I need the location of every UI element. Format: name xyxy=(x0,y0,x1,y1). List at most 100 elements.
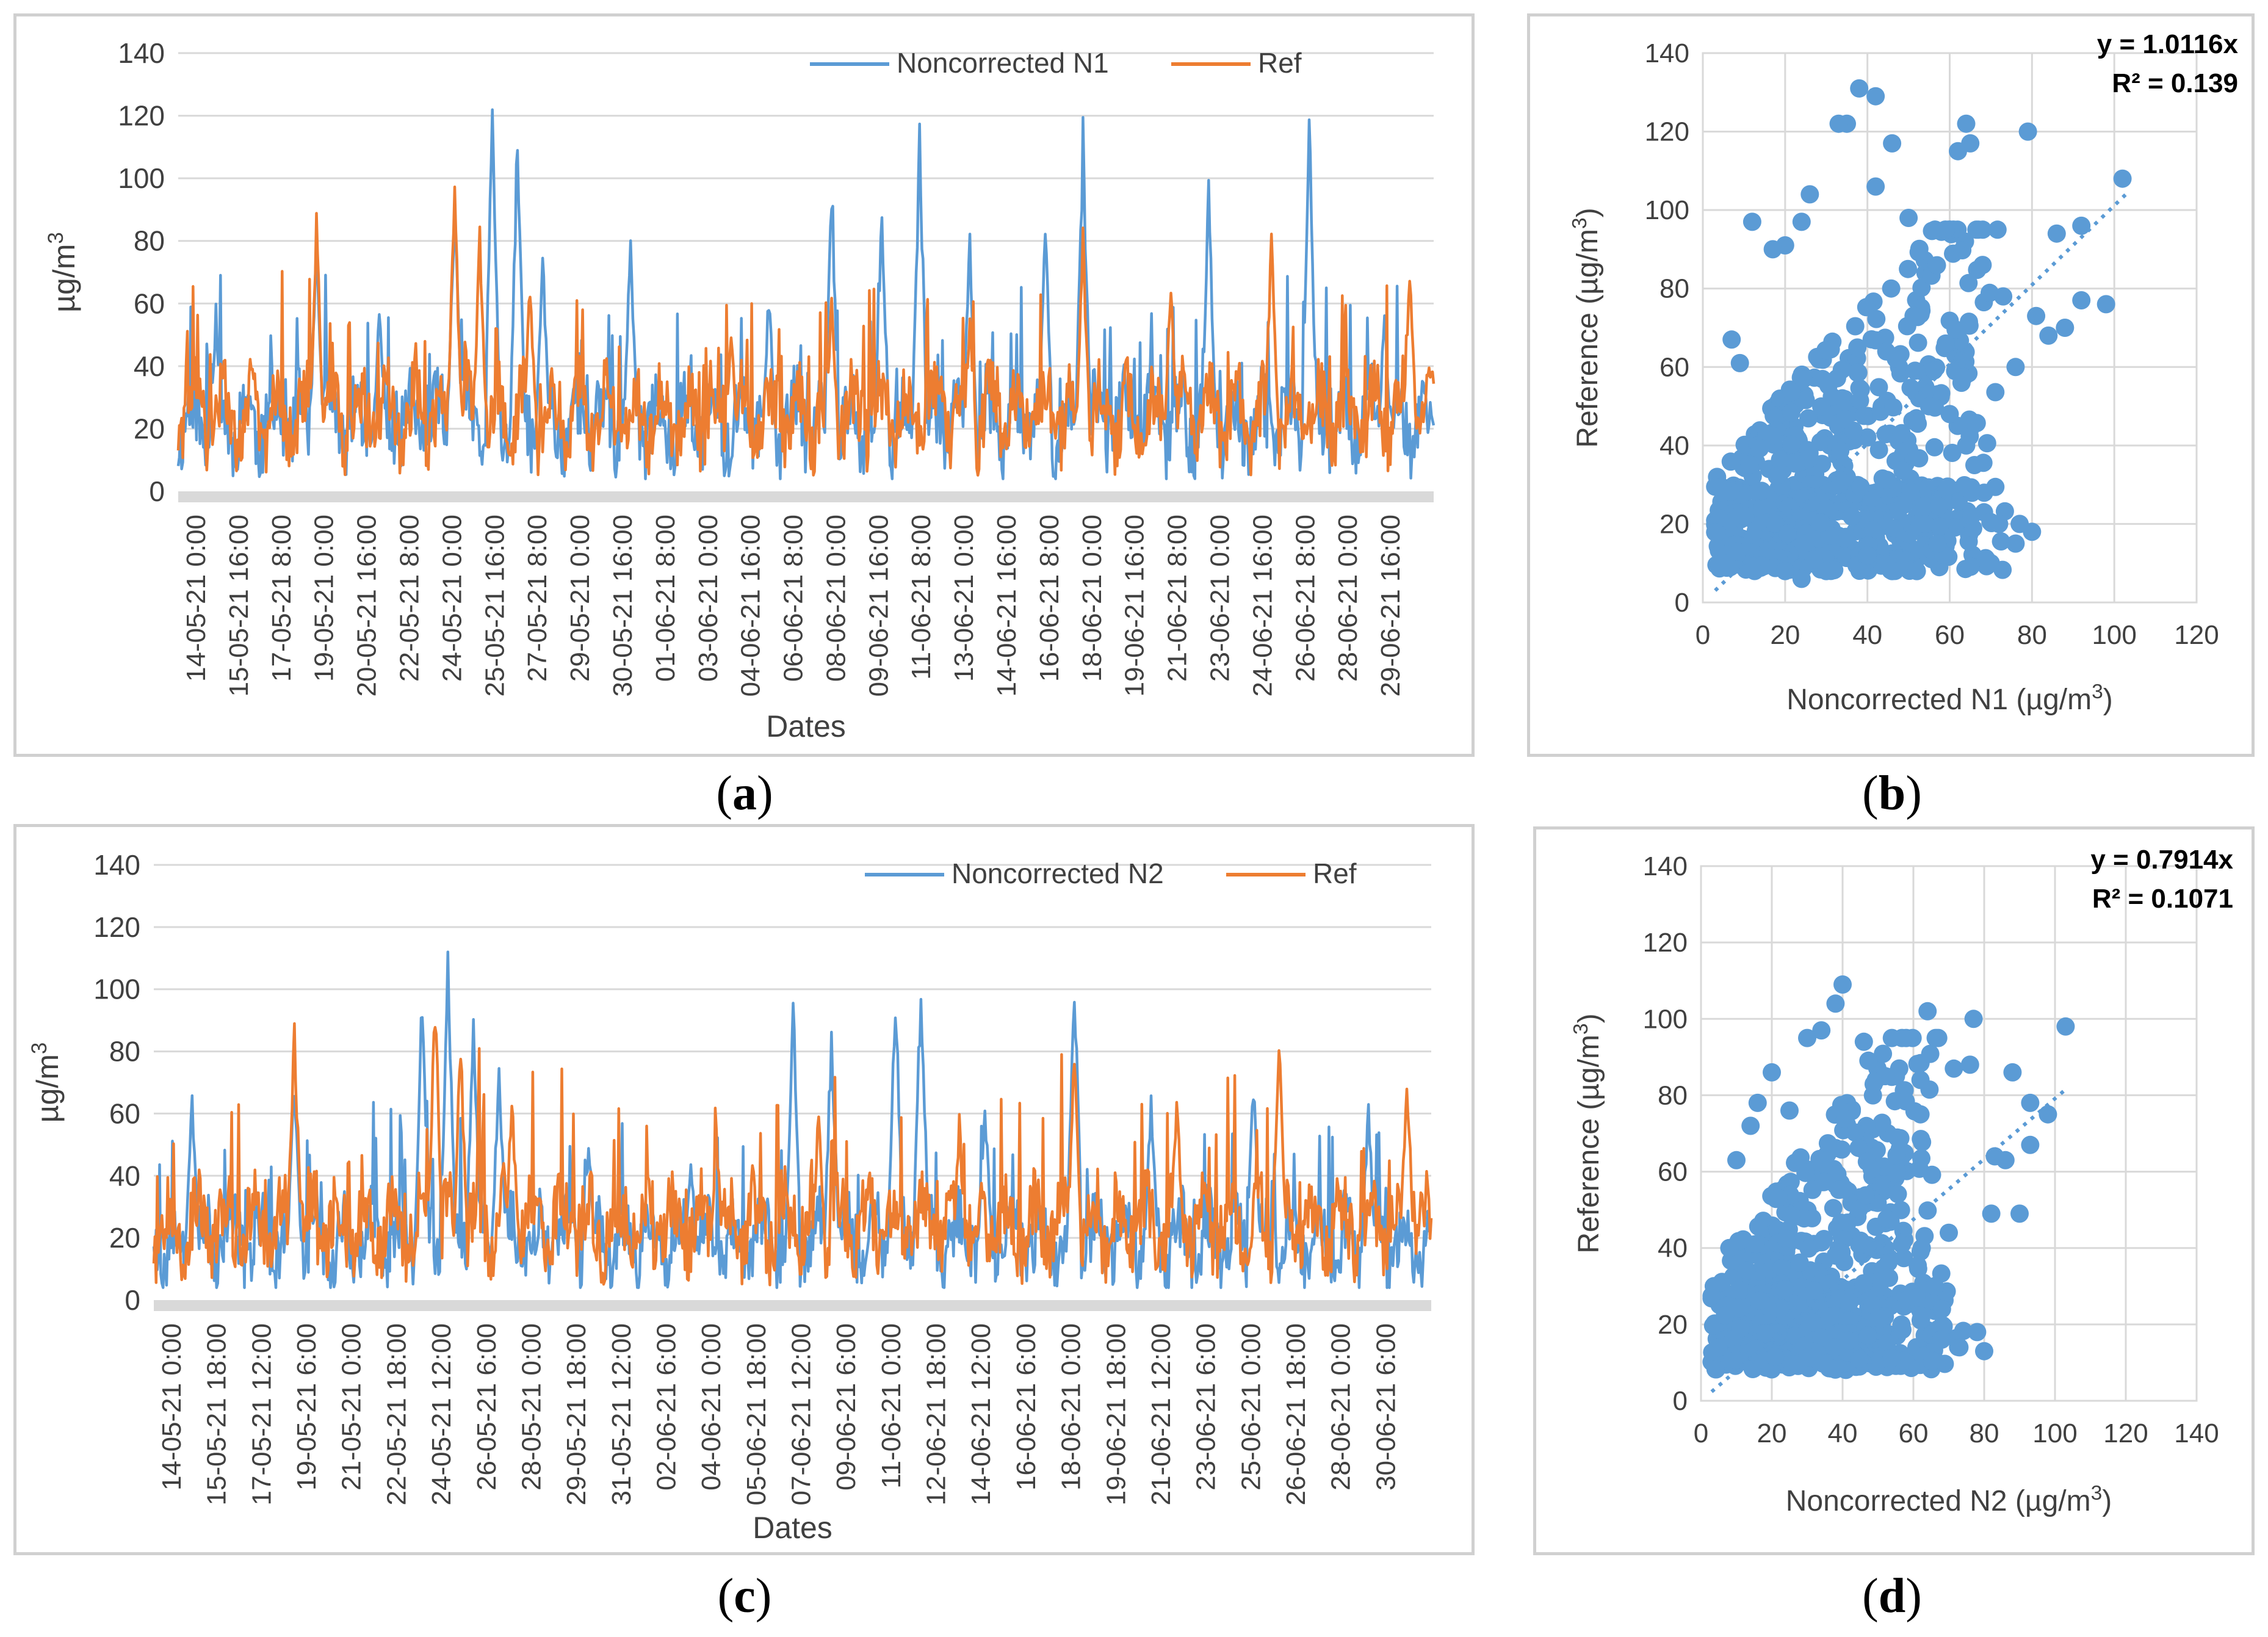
scatter-point xyxy=(1894,1249,1913,1268)
series-line-2 xyxy=(152,1022,1433,1287)
scatter-point xyxy=(1907,1288,1926,1307)
scatter-point xyxy=(1927,256,1946,275)
y-tick-label: 40 xyxy=(109,1160,140,1191)
scatter-point xyxy=(1812,397,1830,416)
scatter-point xyxy=(1923,1352,1941,1371)
x-tick-label: 14-06-21 16:00 xyxy=(992,515,1022,696)
scatter-point xyxy=(1940,1223,1958,1242)
scatter-point xyxy=(1862,1160,1881,1179)
scatter-point xyxy=(1710,1338,1728,1357)
scatter-point xyxy=(1940,405,1959,424)
scatter-point xyxy=(1769,1188,1788,1207)
x-tick-label: 14-05-21 0:00 xyxy=(157,1323,187,1491)
scatter-point xyxy=(1893,1235,1912,1254)
scatter-point xyxy=(1796,1163,1815,1182)
scatter-point xyxy=(1961,134,1980,153)
scatter-point xyxy=(1805,1281,1824,1300)
scatter-point xyxy=(1893,1320,1912,1339)
scatter-point xyxy=(1907,562,1926,580)
scatter-point xyxy=(1877,1334,1896,1353)
chart-d: 0 20 40 60 80 100 120 140 0 20 40 60 80 100 120 140 y = … xyxy=(1570,845,2234,1517)
scatter-point xyxy=(1832,1140,1851,1159)
panel-a: 0 20 40 60 80 100 120 140 14-05-21 0:00 15-05-21 … xyxy=(13,13,1475,757)
y-tick-label: 120 xyxy=(118,100,165,132)
scatter-point xyxy=(1915,496,1934,515)
trend-r2: R² = 0.139 xyxy=(2112,68,2238,98)
scatter-point xyxy=(1866,87,1885,106)
x-tick-label: 60 xyxy=(1899,1418,1929,1448)
scatter-point xyxy=(1851,477,1870,496)
legend-label-1: Noncorrected N2 xyxy=(952,858,1164,889)
plot-area xyxy=(1702,52,2198,604)
scatter-point xyxy=(1859,1051,1878,1070)
scatter-point xyxy=(1882,1348,1901,1367)
scatter-point xyxy=(1721,452,1740,471)
scatter-point xyxy=(1752,482,1771,500)
scatter-point xyxy=(1988,220,2007,239)
scatter-point xyxy=(1848,338,1867,357)
legend-label-1: Noncorrected N1 xyxy=(897,47,1109,79)
scatter-point xyxy=(1924,361,1943,380)
scatter-point xyxy=(1851,391,1869,410)
scatter-point xyxy=(1766,514,1785,533)
scatter-point xyxy=(1925,438,1944,457)
scatter-point xyxy=(1775,562,1794,580)
x-tick-label: 120 xyxy=(2103,1418,2148,1448)
scatter-point xyxy=(1778,524,1797,543)
scatter-point xyxy=(2039,1105,2057,1124)
y-tick-label: 40 xyxy=(1659,431,1689,461)
x-tick-label: 20 xyxy=(1757,1418,1787,1448)
y-tick-label: 100 xyxy=(118,162,165,194)
x-tick-label: 40 xyxy=(1852,620,1882,650)
x-tick-label: 15-05-21 18:00 xyxy=(202,1323,232,1505)
scatter-point xyxy=(1911,1105,1930,1124)
scatter-point xyxy=(1905,361,1924,380)
scatter-point xyxy=(1869,441,1888,460)
scatter-point xyxy=(1874,1044,1893,1063)
scatter-point xyxy=(1879,1253,1898,1272)
x-tick-label: 28-06-21 0:00 xyxy=(1333,515,1363,682)
scatter-point xyxy=(1817,562,1836,580)
x-tick-label: 29-05-21 18:00 xyxy=(562,1323,591,1505)
scatter-point xyxy=(1843,507,1862,526)
x-tick-label: 100 xyxy=(2092,620,2136,650)
y-tick-label: 80 xyxy=(1659,274,1689,304)
x-tick-label: 19-05-21 0:00 xyxy=(309,515,339,682)
scatter-point xyxy=(1909,333,1927,352)
scatter-point xyxy=(1790,1253,1809,1272)
y-tick-label: 140 xyxy=(93,849,140,881)
y-tick-label: 60 xyxy=(1658,1157,1688,1187)
scatter-point xyxy=(1938,477,1957,496)
scatter-point xyxy=(1913,1133,1932,1152)
y-tick-label: 100 xyxy=(1645,195,1689,225)
x-tick-label: 18-06-21 0:00 xyxy=(1056,1323,1086,1491)
x-tick-label: 19-06-21 18:00 xyxy=(1101,1323,1131,1505)
scatter-point xyxy=(1960,1055,1979,1074)
scatter-point xyxy=(2018,122,2037,141)
scatter-point xyxy=(1753,497,1772,516)
scatter-point xyxy=(1975,1342,1993,1361)
scatter-point xyxy=(1918,1201,1937,1220)
scatter-point xyxy=(1763,1063,1781,1082)
scatter-point xyxy=(1964,1010,1983,1028)
legend-label-2: Ref xyxy=(1258,47,1302,79)
scatter-point xyxy=(1763,240,1782,259)
scatter-point xyxy=(1918,1002,1937,1021)
scatter-point xyxy=(1854,1274,1873,1293)
scatter-point xyxy=(1850,1350,1869,1368)
caption-c: (c) xyxy=(717,1569,772,1623)
scatter-point xyxy=(1731,1319,1750,1338)
chart-b: 0 20 40 60 80 100 120 0 20 40 60 80 100 120 140 y = 1.0… xyxy=(1569,29,2239,716)
scatter-point xyxy=(1849,363,1868,382)
scatter-point xyxy=(1791,1148,1810,1167)
scatter-point xyxy=(1820,1307,1839,1326)
x-tick-label: 21-05-21 0:00 xyxy=(337,1323,367,1491)
scatter-point xyxy=(1911,1071,1930,1090)
x-tick-label: 26-05-21 6:00 xyxy=(472,1323,502,1491)
scatter-point xyxy=(1950,1338,1969,1357)
y-tick-label: 100 xyxy=(1643,1004,1688,1034)
x-tick-label: 05-06-21 18:00 xyxy=(742,1323,771,1505)
scatter-point xyxy=(1835,410,1854,428)
panel-d: 0 20 40 60 80 100 120 140 0 20 40 60 80 100 120 140 y = … xyxy=(1533,826,2255,1555)
scatter-point xyxy=(1863,521,1882,540)
